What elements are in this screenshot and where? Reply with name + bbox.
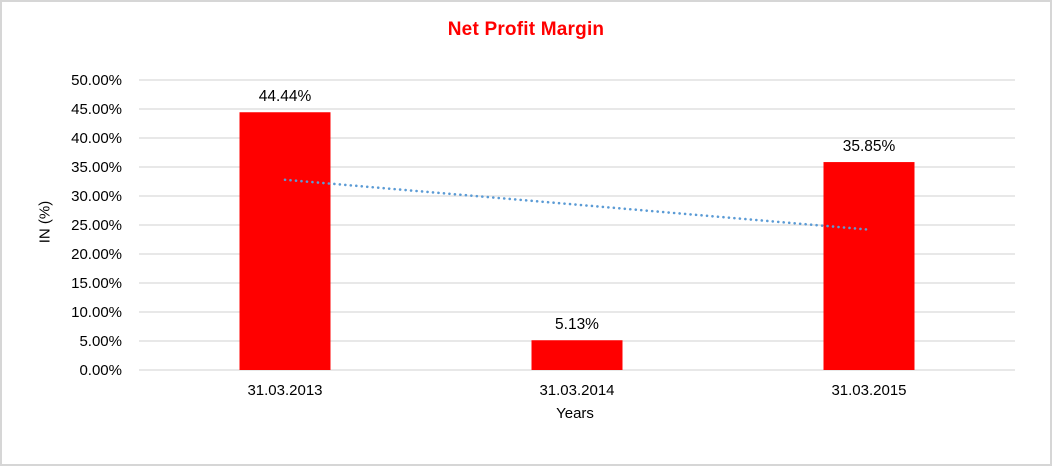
y-tick-label: 15.00% xyxy=(71,275,122,292)
y-tick-label: 20.00% xyxy=(71,246,122,263)
x-axis-title: Years xyxy=(556,405,594,422)
y-tick-label: 30.00% xyxy=(71,188,122,205)
trendline xyxy=(283,178,871,231)
bar-data-label: 5.13% xyxy=(555,316,599,333)
y-tick-label: 35.00% xyxy=(71,159,122,176)
bar-data-label: 35.85% xyxy=(843,138,896,155)
bar-data-label: 44.44% xyxy=(259,88,312,105)
x-tick-label: 31.03.2015 xyxy=(831,382,906,399)
y-tick-label: 25.00% xyxy=(71,217,122,234)
y-tick-label: 0.00% xyxy=(79,362,122,379)
x-tick-label: 31.03.2013 xyxy=(247,382,322,399)
y-tick-label: 50.00% xyxy=(71,72,122,89)
y-tick-label: 10.00% xyxy=(71,304,122,321)
y-axis-title: IN (%) xyxy=(36,200,54,244)
bar xyxy=(823,162,915,370)
x-tick-label: 31.03.2014 xyxy=(539,382,614,399)
y-tick-label: 45.00% xyxy=(71,101,122,118)
y-tick-label: 40.00% xyxy=(71,130,122,147)
bar xyxy=(531,340,623,370)
y-tick-label: 5.00% xyxy=(79,333,122,350)
bar xyxy=(239,112,331,371)
chart-title: Net Profit Margin xyxy=(447,19,605,40)
